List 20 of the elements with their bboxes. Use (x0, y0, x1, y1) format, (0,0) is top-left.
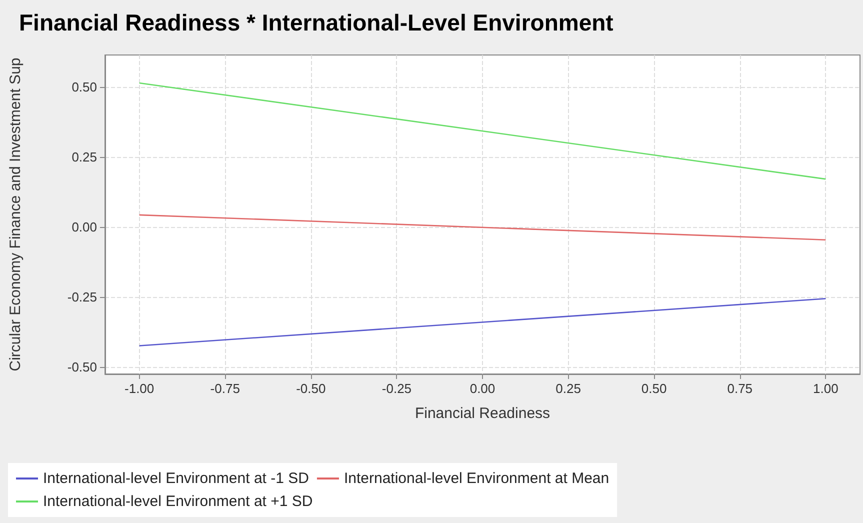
chart-title: Financial Readiness * International-Level Environment (19, 10, 614, 36)
legend-label: International-level Environment at +1 SD (43, 493, 313, 510)
y-tick-label: -0.25 (67, 289, 97, 304)
x-tick-label: 0.00 (470, 381, 496, 396)
x-tick-label: -1.00 (124, 381, 154, 396)
x-tick-label: -0.75 (210, 381, 240, 396)
y-tick-label: 0.00 (72, 219, 97, 234)
legend-label: International-level Environment at -1 SD (43, 470, 310, 487)
x-tick-label: -0.50 (296, 381, 326, 396)
y-tick-label: 0.25 (72, 149, 97, 164)
x-tick-label: 0.75 (727, 381, 753, 396)
y-axis-title: Circular Economy Finance and Investment Sup (7, 58, 24, 372)
y-tick-label: -0.50 (67, 360, 97, 374)
x-tick-label: 1.00 (813, 381, 838, 396)
x-axis-title: Financial Readiness (414, 405, 550, 422)
x-tick-label: 0.50 (641, 381, 667, 396)
y-tick-label: 0.50 (72, 79, 97, 94)
legend-label: International-level Environment at Mean (344, 470, 610, 487)
x-tick-label: -0.25 (382, 381, 412, 396)
x-tick-label: 0.25 (556, 381, 581, 396)
